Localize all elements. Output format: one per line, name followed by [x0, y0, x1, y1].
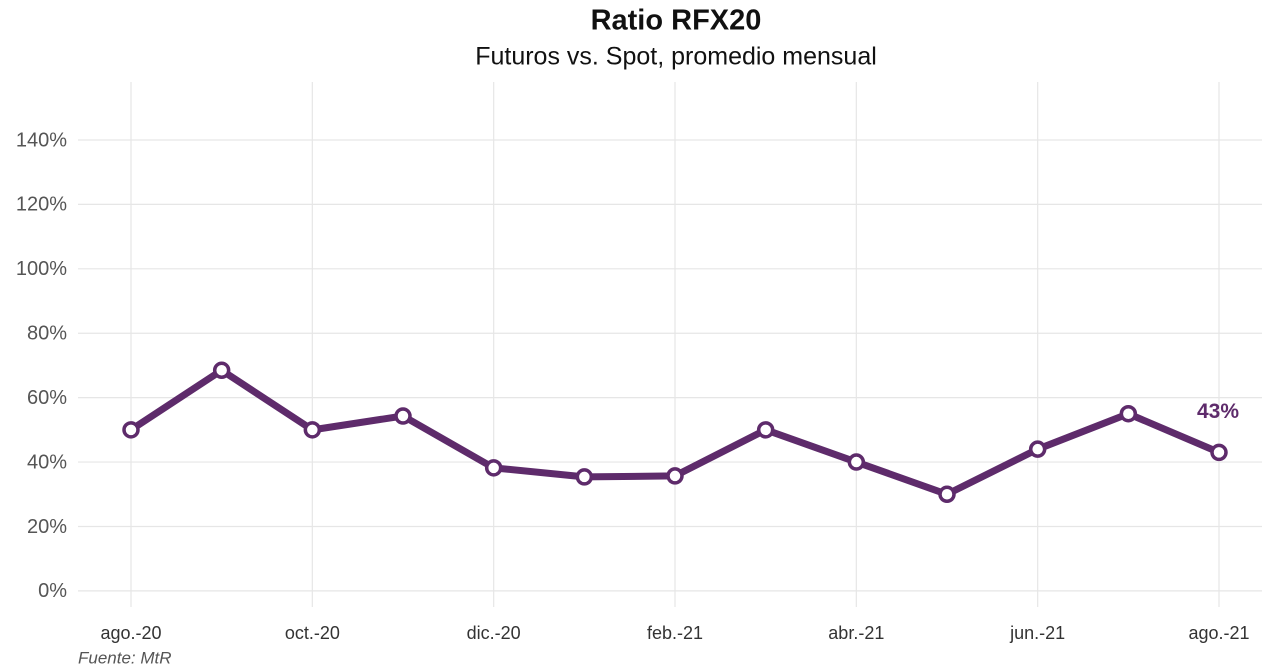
- point: [1119, 404, 1138, 423]
- chart-title: Ratio RFX20: [591, 5, 762, 37]
- y-tick-label: 120%: [16, 194, 67, 216]
- y-tick-label: 100%: [16, 258, 67, 280]
- point: [394, 407, 412, 425]
- x-tick-label: dic.-20: [467, 623, 521, 643]
- point: [756, 421, 775, 439]
- x-tick-label: jun.-21: [1009, 623, 1065, 643]
- point: [1210, 443, 1228, 462]
- chart-subtitle: Futuros vs. Spot, promedio mensual: [475, 43, 877, 71]
- point: [212, 361, 231, 380]
- point: [484, 459, 503, 477]
- y-tick-label: 80%: [27, 323, 67, 345]
- x-tick-label: ago.-20: [100, 623, 161, 643]
- point: [303, 421, 322, 439]
- x-tick-label: feb.-21: [647, 623, 703, 643]
- y-tick-label: 20%: [27, 516, 67, 538]
- x-tick-label: abr.-21: [828, 623, 884, 643]
- x-tick-label: ago.-21: [1188, 623, 1249, 643]
- y-tick-label: 40%: [27, 451, 67, 473]
- point: [666, 467, 684, 485]
- y-tick-label: 60%: [27, 387, 67, 409]
- x-tick-label: oct.-20: [285, 623, 340, 643]
- source: Fuente: MtR: [78, 648, 172, 667]
- point: [122, 421, 140, 439]
- point: [1028, 440, 1047, 458]
- point: [575, 468, 594, 486]
- point: [847, 453, 866, 471]
- y-tick-label: 0%: [38, 580, 67, 602]
- data-label: 43%: [1197, 400, 1239, 423]
- y-tick-label: 140%: [16, 129, 67, 151]
- point: [938, 485, 956, 504]
